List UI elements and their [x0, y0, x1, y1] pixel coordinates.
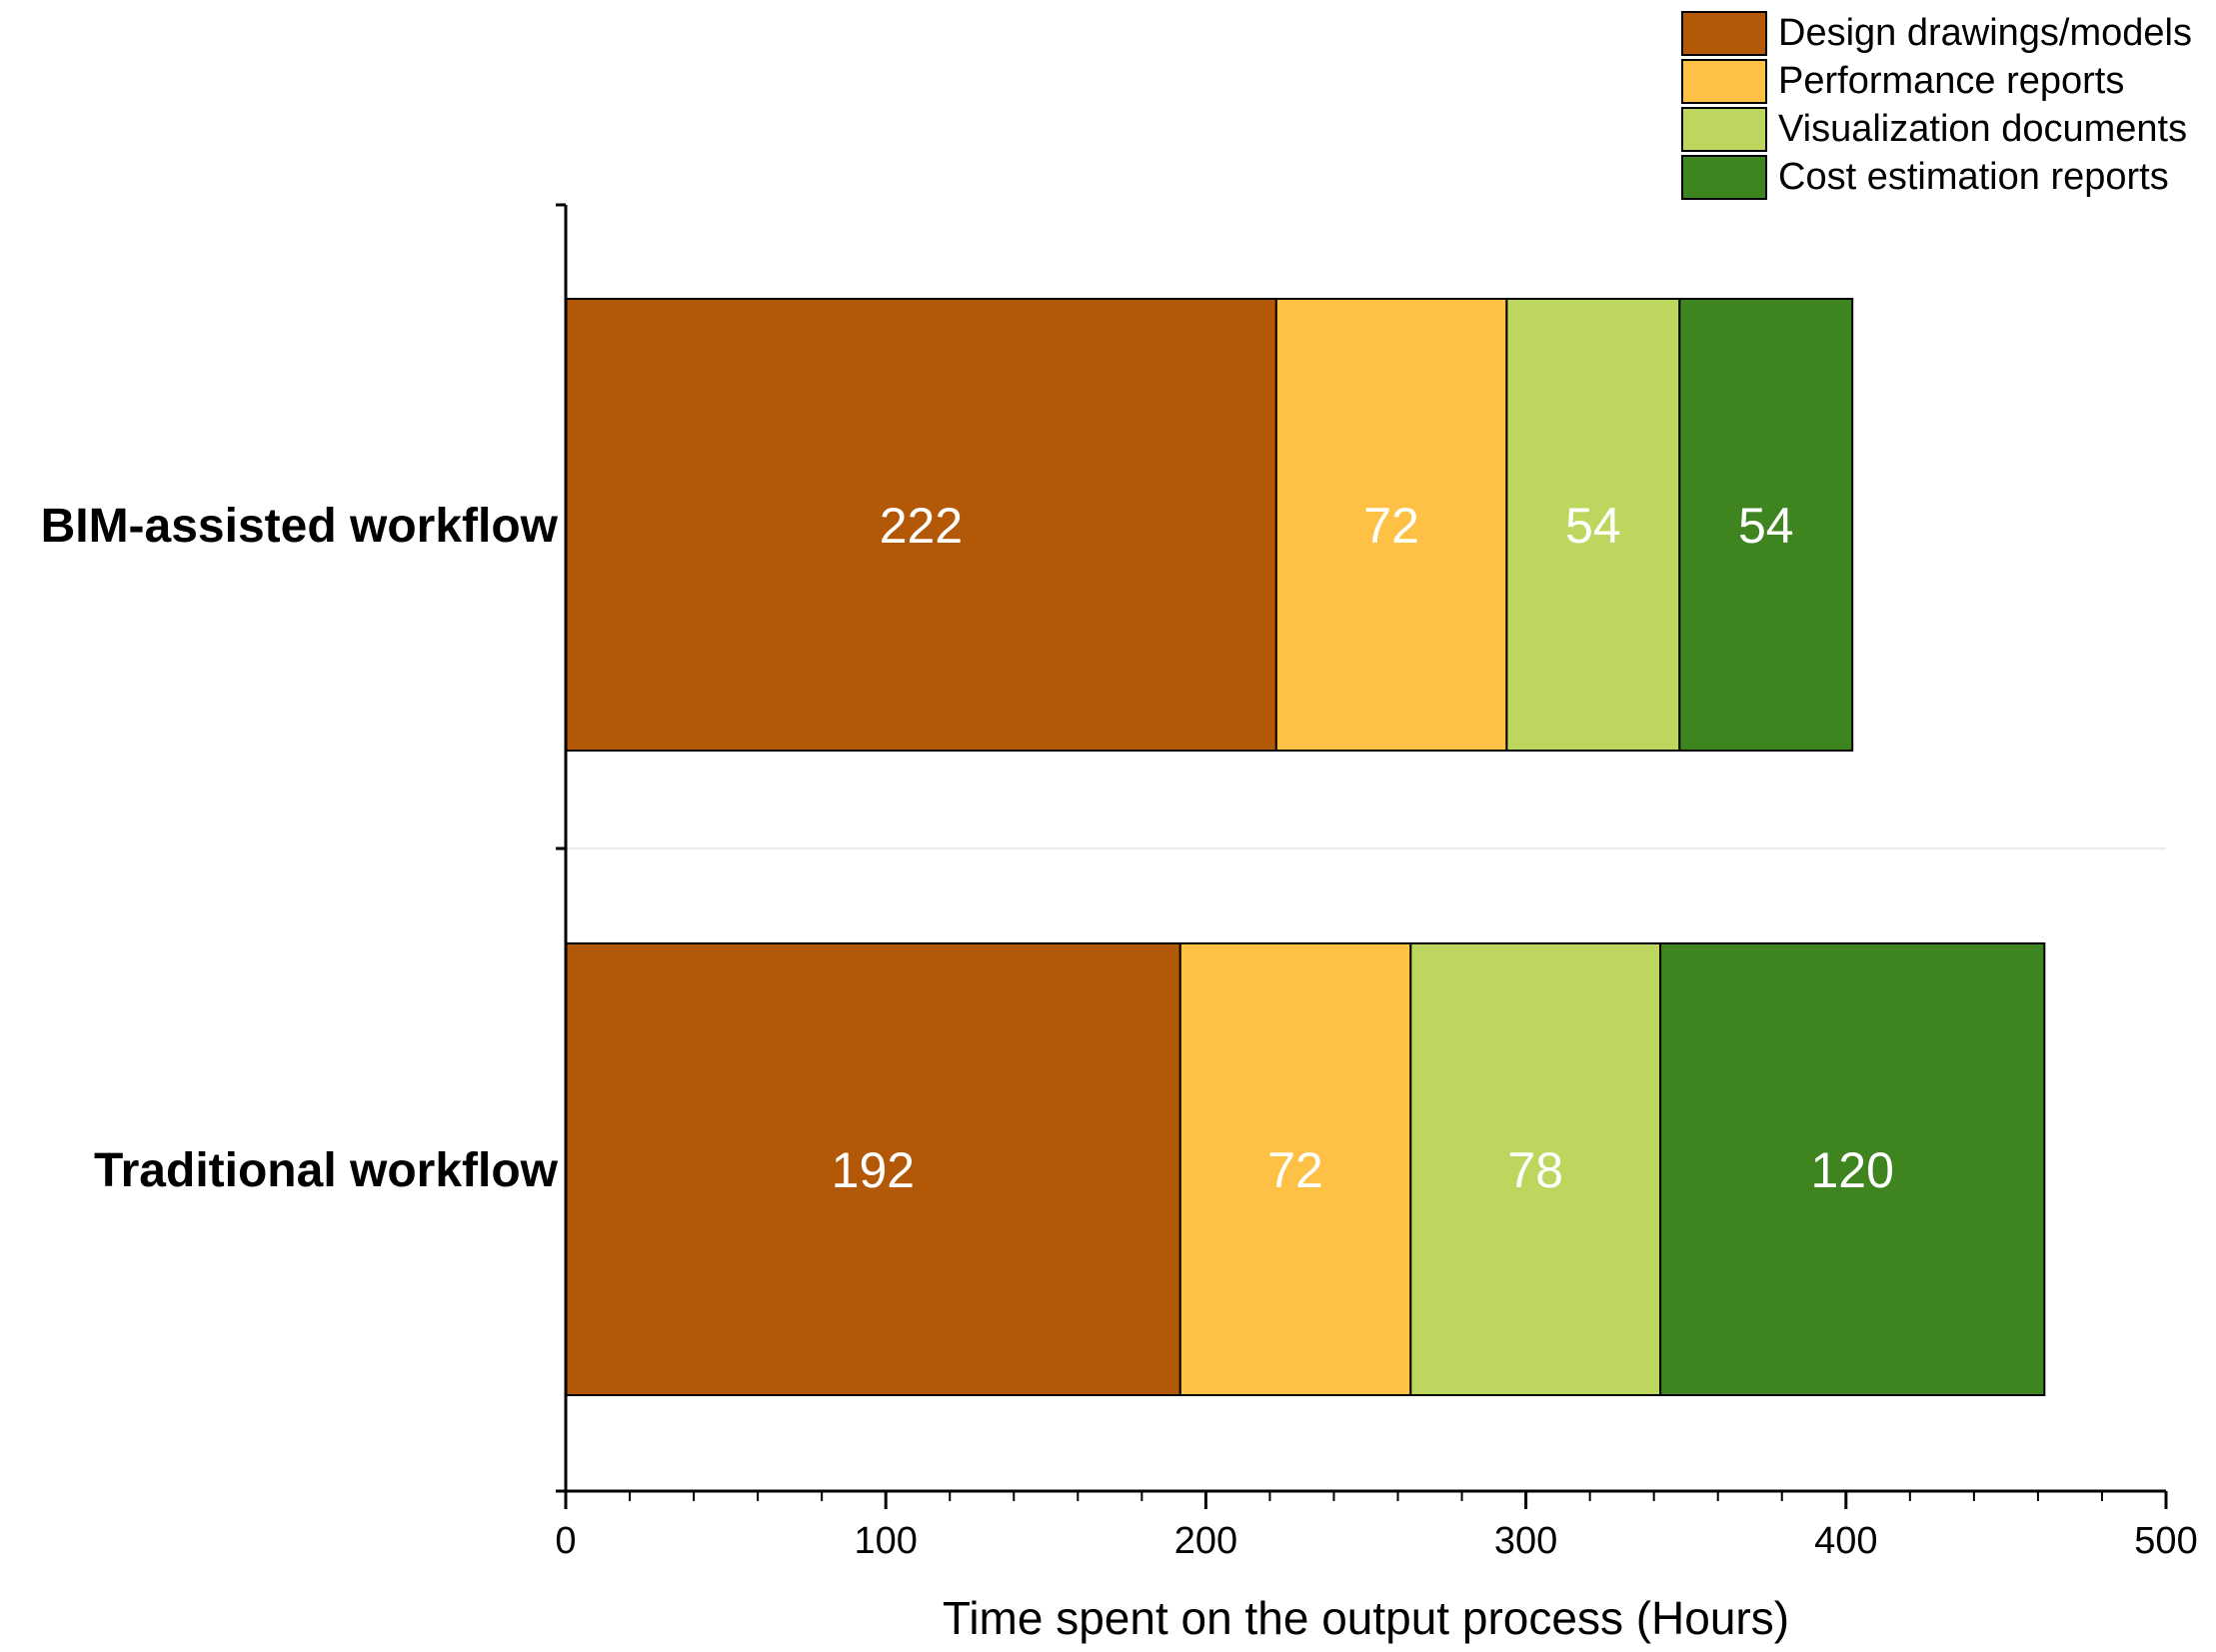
bar-bim-assisted-workflow-design-drawings-models: [565, 298, 1277, 752]
x-tick-label-500: 500: [2134, 1520, 2197, 1562]
bar-bim-assisted-workflow-visualization-documents: [1505, 298, 1681, 752]
legend-swatch-cost-estimation-reports: [1681, 155, 1767, 200]
x-tick-label-100: 100: [854, 1520, 917, 1562]
legend-swatch-design-drawings-models: [1681, 11, 1767, 56]
y-tick-label-traditional-workflow: Traditional workflow: [94, 1144, 559, 1197]
data-label-bim-assisted-workflow-cost-estimation-reports: 54: [1738, 498, 1794, 554]
data-label-bim-assisted-workflow-visualization-documents: 54: [1565, 498, 1621, 554]
axes: BIM-assisted workflow Traditional workflo…: [41, 203, 2198, 1562]
legend-label-cost-estimation-reports: Cost estimation reports: [1778, 156, 2169, 198]
bar-traditional-workflow-cost-estimation-reports: [1659, 942, 2046, 1396]
legend-label-design-drawings-models: Design drawings/models: [1778, 12, 2192, 54]
legend-swatch-visualization-documents: [1681, 107, 1767, 152]
x-tick-label-200: 200: [1174, 1520, 1237, 1562]
legend-label-performance-reports: Performance reports: [1778, 60, 2124, 102]
bars: 222 72 54 54 192 72 78 120: [565, 298, 2046, 1396]
x-axis-title: Time spent on the output process (Hours): [943, 1592, 1789, 1644]
bar-bim-assisted-workflow-performance-reports: [1274, 298, 1508, 752]
bar-traditional-workflow-visualization-documents: [1409, 942, 1662, 1396]
bar-traditional-workflow-performance-reports: [1178, 942, 1412, 1396]
data-label-traditional-workflow-design-drawings-models: 192: [832, 1142, 915, 1198]
bar-traditional-workflow-design-drawings-models: [565, 942, 1181, 1396]
y-tick-label-bim-assisted-workflow: BIM-assisted workflow: [41, 500, 559, 553]
x-tick-label-300: 300: [1494, 1520, 1557, 1562]
legend: Design drawings/models Performance report…: [1681, 11, 2192, 200]
data-label-traditional-workflow-cost-estimation-reports: 120: [1810, 1142, 1893, 1198]
data-label-traditional-workflow-visualization-documents: 78: [1507, 1142, 1563, 1198]
x-tick-label-400: 400: [1814, 1520, 1877, 1562]
data-label-bim-assisted-workflow-design-drawings-models: 222: [880, 498, 963, 554]
bar-bim-assisted-workflow-cost-estimation-reports: [1678, 298, 1854, 752]
data-label-traditional-workflow-performance-reports: 72: [1267, 1142, 1323, 1198]
data-label-bim-assisted-workflow-performance-reports: 72: [1363, 498, 1419, 554]
legend-swatch-performance-reports: [1681, 59, 1767, 104]
x-tick-label-0: 0: [555, 1520, 576, 1562]
legend-label-visualization-documents: Visualization documents: [1778, 108, 2187, 150]
